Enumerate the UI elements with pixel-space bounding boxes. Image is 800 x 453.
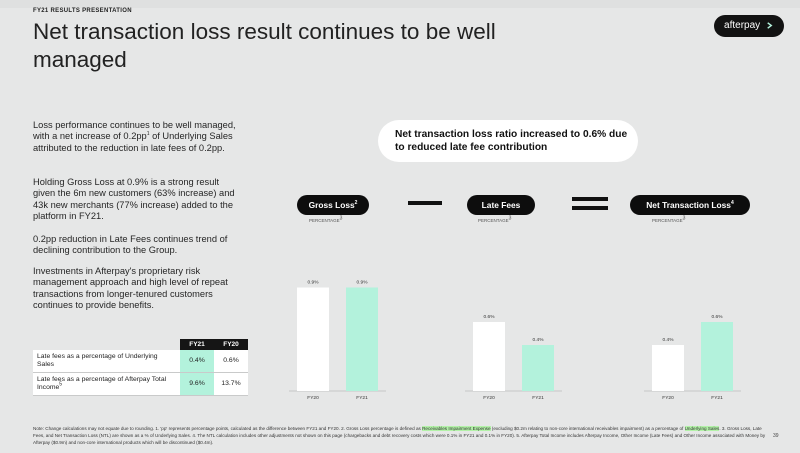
- table-cell-fy20: 0.6%: [214, 350, 248, 373]
- table-header-fy20: FY20: [214, 339, 248, 350]
- gross-loss-pill: Gross Loss2: [297, 195, 369, 215]
- late-fees-data-label-fy20: 0.6%: [484, 314, 496, 320]
- body-paragraph-1: Loss performance continues to be well ma…: [33, 120, 243, 154]
- gross-loss-tick-label-fy21: FY21: [356, 395, 368, 401]
- footnote-text-b: (excluding $0.2m relating to non-core in…: [490, 426, 685, 431]
- ntl-label: Net Transaction Loss: [646, 200, 731, 210]
- late-fees-unit: PERCENTAGE3: [478, 215, 512, 223]
- footnote-ref: 1: [146, 131, 150, 138]
- table-row: Late fees as a percentage of Afterpay To…: [33, 372, 248, 396]
- body-paragraph-3: 0.2pp reduction in Late Fees continues t…: [33, 234, 228, 256]
- page-number: 39: [773, 433, 779, 439]
- table-header-fy21: FY21: [180, 339, 214, 350]
- page-title: Net transaction loss result continues to…: [33, 19, 496, 72]
- ntl-unit-text: PERCENTAGE: [652, 218, 683, 223]
- gross-loss-label: Gross Loss: [308, 200, 355, 210]
- section-label: FY21 RESULTS PRESENTATION: [33, 8, 132, 14]
- late-fees-unit-sup: 3: [508, 215, 512, 222]
- ntl-sup: 4: [730, 200, 734, 207]
- table-cell-fy21: 9.6%: [180, 372, 214, 396]
- gross-loss-unit-sup: 3: [339, 215, 343, 222]
- late-fees-label: Late Fees: [481, 200, 521, 210]
- gross-loss-bar-fy21: [346, 287, 378, 391]
- table-row-label-text: Late fees as a percentage of Underlying …: [37, 353, 158, 368]
- top-bar: [0, 0, 800, 8]
- ntl-unit: PERCENTAGE3: [652, 215, 686, 223]
- footnote-highlight-1: Receivables Impairment Expense: [422, 426, 491, 431]
- late-fees-data-label-fy21: 0.4%: [533, 337, 545, 343]
- late-fees-pill: Late Fees: [467, 195, 535, 215]
- table-row-label-sup: 5: [59, 381, 63, 388]
- table-row-label: Late fees as a percentage of Afterpay To…: [33, 372, 180, 396]
- callout-text: Net transaction loss ratio increased to …: [395, 129, 628, 153]
- footnote: Note: Change calculations may not equate…: [33, 425, 773, 446]
- footnote-highlight-2: Underlying Sales: [684, 426, 720, 431]
- net-transaction-loss-data-label-fy20: 0.4%: [663, 337, 675, 343]
- net-transaction-loss-bar-fy20: [652, 345, 684, 391]
- body-paragraph-4: Investments in Afterpay's proprietary ri…: [33, 266, 228, 311]
- ntl-unit-sup: 3: [682, 215, 686, 222]
- table-row: Late fees as a percentage of Underlying …: [33, 350, 248, 373]
- late-fees-bar-fy20: [473, 322, 505, 391]
- gross-loss-data-label-fy21: 0.9%: [357, 280, 369, 286]
- minus-sign: [408, 201, 442, 205]
- arrows-icon: [767, 22, 773, 29]
- body-paragraph-1-text-b: of Underlying Sales attributed to the re…: [33, 131, 233, 153]
- late-fees-unit-text: PERCENTAGE: [478, 218, 509, 223]
- table-header-blank: [33, 339, 180, 350]
- footnote-text-a: Note: Change calculations may not equate…: [33, 426, 423, 431]
- gross-loss-unit-text: PERCENTAGE: [309, 218, 340, 223]
- table-cell-fy20: 13.7%: [214, 372, 248, 396]
- net-transaction-loss-tick-label-fy20: FY20: [662, 395, 674, 401]
- equals-sign-top: [572, 197, 608, 201]
- late-fees-table: FY21 FY20 Late fees as a percentage of U…: [33, 339, 248, 396]
- body-paragraph-2: Holding Gross Loss at 0.9% is a strong r…: [33, 177, 235, 222]
- table-row-label-text: Late fees as a percentage of Afterpay To…: [37, 376, 167, 391]
- gross-loss-sup: 2: [354, 200, 358, 207]
- ntl-pill: Net Transaction Loss4: [630, 195, 750, 215]
- callout-box: [378, 120, 638, 162]
- gross-loss-unit: PERCENTAGE3: [309, 215, 343, 223]
- footnote-text-c: . 3. Gross Loss, Late Fees, and Net Tran…: [33, 426, 766, 445]
- equals-sign-bottom: [572, 206, 608, 210]
- late-fees-tick-label-fy20: FY20: [483, 395, 495, 401]
- net-transaction-loss-data-label-fy21: 0.6%: [712, 314, 724, 320]
- gross-loss-bar-fy20: [297, 287, 329, 391]
- gross-loss-tick-label-fy20: FY20: [307, 395, 319, 401]
- net-transaction-loss-bar-fy21: [701, 322, 733, 391]
- logo-text: afterpay: [724, 20, 761, 31]
- late-fees-tick-label-fy21: FY21: [532, 395, 544, 401]
- afterpay-logo: afterpay: [714, 15, 784, 37]
- body-paragraph-1-text-a: Loss performance continues to be well ma…: [33, 120, 236, 142]
- table-row-label: Late fees as a percentage of Underlying …: [33, 350, 180, 373]
- table-cell-fy21: 0.4%: [180, 350, 214, 373]
- net-transaction-loss-tick-label-fy21: FY21: [711, 395, 723, 401]
- late-fees-bar-fy21: [522, 345, 554, 391]
- gross-loss-data-label-fy20: 0.9%: [308, 280, 320, 286]
